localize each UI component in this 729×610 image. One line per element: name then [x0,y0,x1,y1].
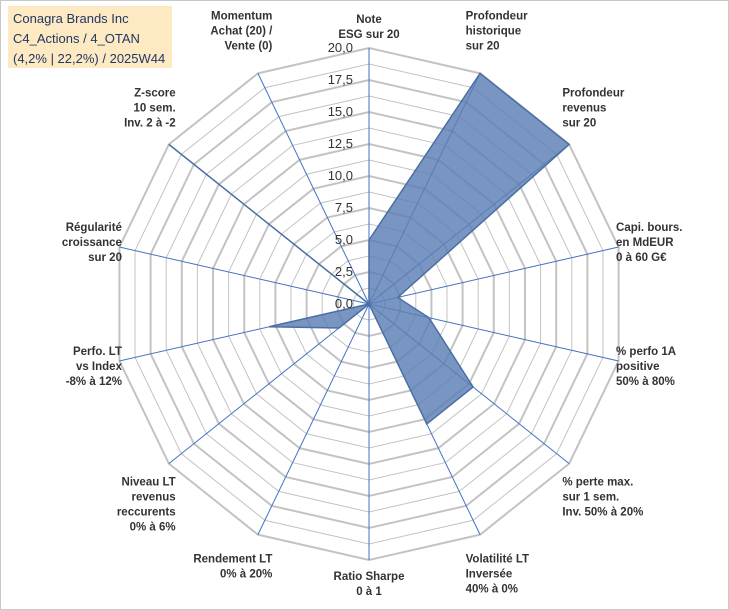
axis-label-10: Perfo. LT vs Index -8% à 12% [66,346,123,388]
tick-label-7: 17,5 [328,72,353,87]
axis-label-11: Régularité croissance sur 20 [62,222,122,264]
axis-label-9: Niveau LT revenus reccurents 0% à 6% [117,476,176,533]
tick-label-layer: 0,0 2,5 5,0 7,5 10,0 12,5 15,0 17,5 20,0 [328,40,353,311]
axis-label-8: Rendement LT 0% à 20% [193,553,272,580]
axis-spoke-13 [257,73,370,305]
axis-spoke-11 [119,246,370,305]
axis-label-layer: Note ESG sur 20 Profondeur historique sur 20… [62,11,683,598]
axis-spoke-3 [368,246,619,305]
series-area [168,72,571,426]
axis-label-6: Volatilité LT Inversée 40% à 0% [466,553,529,595]
axis-spoke-9 [168,303,370,465]
tick-label-4: 10,0 [328,168,353,183]
axis-label-2: Profondeur revenus sur 20 [562,88,624,130]
axis-label-7: Ratio Sharpe 0 à 1 [334,571,405,598]
title-line-company: Conagra Brands Inc [13,11,129,26]
chart-title-box: Conagra Brands Inc C4_Actions / 4_OTAN (… [8,6,172,68]
title-line-category: C4_Actions / 4_OTAN [13,31,140,46]
axis-label-12: Z-score 10 sem. Inv. 2 à -2 [124,88,176,130]
axis-label-13: Momentum Achat (20) / Vente (0) [210,11,273,53]
tick-label-2: 5,0 [335,232,353,247]
axis-label-4: % perfo 1A positive 50% à 80% [616,346,676,388]
axis-spoke-8 [257,303,370,535]
axis-label-3: Capi. bours. en MdEUR 0 à 60 G€ [616,222,682,264]
axis-label-5: % perte max. sur 1 sem. Inv. 50% à 20% [562,476,643,518]
title-line-stats: (4,2% | 22,2%) / 2025W44 [13,51,166,66]
tick-label-6: 15,0 [328,104,353,119]
axis-label-0: Note ESG sur 20 [338,14,399,41]
axis-label-1: Profondeur historique sur 20 [466,11,528,53]
tick-label-1: 2,5 [335,264,353,279]
tick-label-3: 7,5 [335,200,353,215]
tick-label-5: 12,5 [328,136,353,151]
tick-label-0: 0,0 [335,296,353,311]
series-layer [168,72,571,426]
tick-label-8: 20,0 [328,40,353,55]
